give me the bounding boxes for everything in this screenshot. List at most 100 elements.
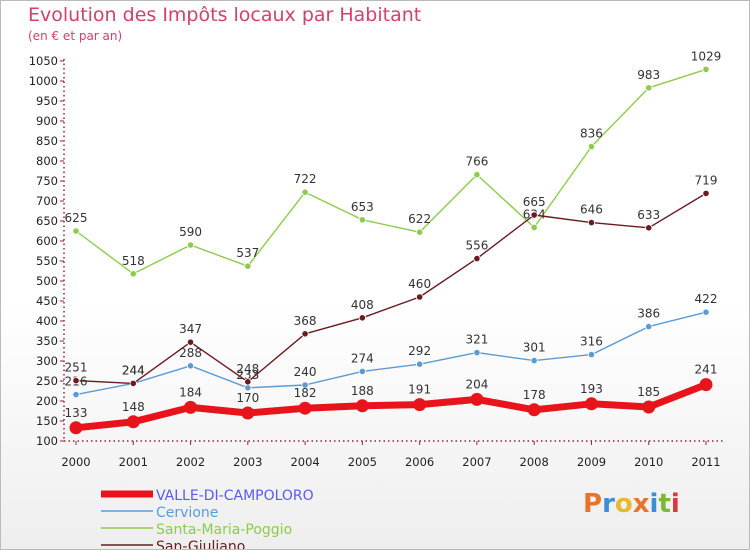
- data-point: [473, 171, 481, 179]
- y-tick-label: 900: [36, 114, 58, 128]
- data-point: [301, 381, 309, 389]
- data-label: 191: [408, 383, 431, 397]
- y-tick-label: 200: [36, 394, 58, 408]
- data-point: [126, 415, 140, 429]
- data-point: [358, 367, 366, 375]
- x-tick-label: 2008: [520, 455, 549, 469]
- data-point: [702, 189, 710, 197]
- y-tick-label: 700: [36, 194, 58, 208]
- data-label: 625: [65, 211, 88, 225]
- data-label: 204: [465, 377, 488, 391]
- data-point: [244, 262, 252, 270]
- y-tick-label: 1050: [29, 54, 58, 68]
- y-tick-label: 1000: [29, 74, 58, 88]
- data-point: [416, 360, 424, 368]
- data-point: [69, 421, 83, 435]
- data-point: [358, 216, 366, 224]
- data-point: [530, 211, 538, 219]
- data-point: [358, 314, 366, 322]
- data-label: 983: [637, 68, 660, 82]
- data-point: [301, 188, 309, 196]
- data-label: 292: [408, 344, 431, 358]
- data-label: 244: [122, 363, 145, 377]
- x-tick-label: 2002: [176, 455, 205, 469]
- data-label: 422: [695, 292, 718, 306]
- data-label: 556: [465, 239, 488, 253]
- data-label: 321: [465, 333, 488, 347]
- y-tick-label: 800: [36, 154, 58, 168]
- data-label: 274: [351, 351, 374, 365]
- data-point: [413, 398, 427, 412]
- data-label: 368: [294, 314, 317, 328]
- data-point: [699, 378, 713, 392]
- data-label: 178: [523, 388, 546, 402]
- data-point: [355, 399, 369, 413]
- data-point: [470, 392, 484, 406]
- data-label: 148: [122, 400, 145, 414]
- data-label: 188: [351, 384, 374, 398]
- data-point: [416, 293, 424, 301]
- data-label: 248: [236, 362, 259, 376]
- x-tick-label: 2011: [691, 455, 720, 469]
- data-label: 653: [351, 200, 374, 214]
- x-tick-label: 2006: [405, 455, 434, 469]
- data-label: 133: [65, 406, 88, 420]
- data-label: 590: [179, 225, 202, 239]
- data-point: [129, 270, 137, 278]
- data-label: 537: [236, 246, 259, 260]
- data-label: 244: [122, 363, 145, 377]
- data-point: [702, 308, 710, 316]
- data-point: [587, 350, 596, 359]
- data-label: 719: [695, 173, 718, 187]
- data-point: [301, 330, 309, 338]
- data-point: [527, 403, 541, 417]
- data-label: 665: [523, 195, 546, 209]
- data-point: [642, 400, 656, 414]
- data-label: 193: [580, 382, 603, 396]
- data-label: 316: [580, 335, 603, 349]
- y-tick-label: 250: [36, 374, 58, 388]
- legend-label: San-Giuliano: [156, 539, 245, 549]
- data-label: 518: [122, 254, 145, 268]
- data-label: 288: [179, 346, 202, 360]
- y-tick-label: 350: [36, 334, 58, 348]
- data-label: 301: [523, 341, 546, 355]
- data-label: 766: [465, 155, 488, 169]
- data-label: 184: [179, 385, 202, 399]
- data-point: [645, 224, 653, 232]
- x-tick-label: 2007: [462, 455, 491, 469]
- x-tick-label: 2009: [577, 455, 606, 469]
- data-point: [241, 406, 255, 420]
- data-point: [587, 143, 596, 151]
- data-label: 836: [580, 127, 603, 141]
- y-tick-label: 750: [36, 174, 58, 188]
- y-tick-label: 500: [36, 274, 58, 288]
- data-label: 251: [65, 361, 88, 375]
- y-tick-label: 650: [36, 214, 58, 228]
- data-point: [473, 348, 481, 357]
- data-label: 240: [294, 365, 317, 379]
- data-point: [530, 356, 538, 365]
- series-line-santa-maria-poggio: [75, 68, 707, 275]
- y-tick-label: 150: [36, 414, 58, 428]
- legend-label: VALLE-DI-CAMPOLORO: [156, 488, 314, 504]
- series-line-cervione: [75, 311, 707, 396]
- data-point: [587, 219, 596, 227]
- data-point: [186, 241, 195, 249]
- y-tick-label: 550: [36, 254, 58, 268]
- chart-title: Evolution des Impôts locaux par Habitant: [28, 4, 422, 26]
- data-point: [186, 338, 195, 346]
- data-label: 182: [294, 386, 317, 400]
- data-point: [473, 255, 481, 263]
- y-tick-label: 600: [36, 234, 58, 248]
- legend-label: Santa-Maria-Poggio: [156, 522, 292, 538]
- legend-label: Cervione: [156, 505, 218, 521]
- data-point: [184, 400, 198, 414]
- data-point: [72, 227, 80, 235]
- data-point: [702, 65, 710, 74]
- proxiti-logo: Proxiti: [583, 489, 680, 519]
- data-label: 408: [351, 298, 374, 312]
- data-label: 622: [408, 212, 431, 226]
